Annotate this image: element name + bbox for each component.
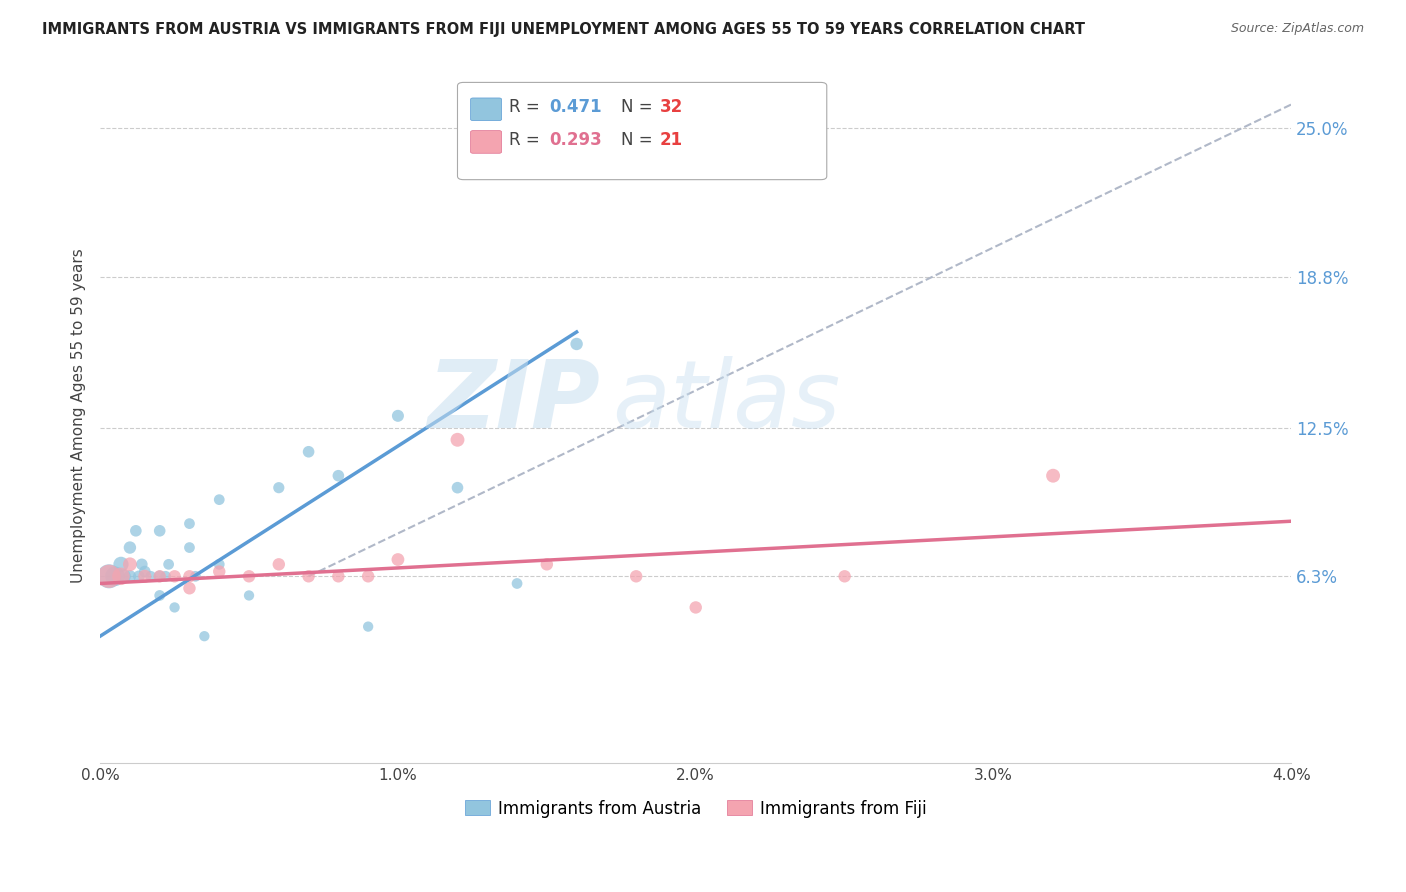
Point <box>536 558 558 572</box>
Point <box>125 524 148 538</box>
Text: Source: ZipAtlas.com: Source: ZipAtlas.com <box>1230 22 1364 36</box>
Text: N =: N = <box>620 98 658 116</box>
Point <box>193 629 215 643</box>
Point <box>238 569 260 583</box>
Point <box>98 569 121 583</box>
Point <box>163 569 186 583</box>
Point <box>149 524 172 538</box>
Point <box>155 569 177 583</box>
Point <box>128 569 150 583</box>
Point <box>110 569 132 583</box>
Point <box>357 619 380 633</box>
Text: ZIP: ZIP <box>427 356 600 448</box>
Point <box>134 569 156 583</box>
Point <box>328 468 350 483</box>
Text: 21: 21 <box>659 131 683 149</box>
Point <box>1042 468 1064 483</box>
Point <box>179 541 201 555</box>
Point <box>565 337 588 351</box>
Y-axis label: Unemployment Among Ages 55 to 59 years: Unemployment Among Ages 55 to 59 years <box>72 249 86 583</box>
Point <box>446 481 468 495</box>
Point <box>506 576 529 591</box>
Point <box>446 433 468 447</box>
Point <box>110 558 132 572</box>
Point <box>387 552 409 566</box>
Point <box>267 558 290 572</box>
Point <box>624 569 647 583</box>
FancyBboxPatch shape <box>471 130 502 153</box>
Point <box>118 541 141 555</box>
Point <box>328 569 350 583</box>
Point <box>134 565 156 579</box>
Legend: Immigrants from Austria, Immigrants from Fiji: Immigrants from Austria, Immigrants from… <box>458 793 934 824</box>
Text: IMMIGRANTS FROM AUSTRIA VS IMMIGRANTS FROM FIJI UNEMPLOYMENT AMONG AGES 55 TO 59: IMMIGRANTS FROM AUSTRIA VS IMMIGRANTS FR… <box>42 22 1085 37</box>
Text: R =: R = <box>509 131 544 149</box>
Point <box>357 569 380 583</box>
Point <box>149 589 172 603</box>
Point <box>267 481 290 495</box>
Text: atlas: atlas <box>613 357 841 448</box>
Point <box>179 569 201 583</box>
Point <box>387 409 409 423</box>
Text: N =: N = <box>620 131 658 149</box>
Point <box>208 558 231 572</box>
Point <box>118 569 141 583</box>
Point <box>208 565 231 579</box>
Text: 32: 32 <box>659 98 683 116</box>
Point <box>157 558 180 572</box>
Point <box>184 569 207 583</box>
Point <box>297 444 319 458</box>
Text: 0.471: 0.471 <box>550 98 602 116</box>
Point <box>208 492 231 507</box>
Point <box>179 582 201 596</box>
Text: R =: R = <box>509 98 544 116</box>
FancyBboxPatch shape <box>457 82 827 179</box>
Point <box>179 516 201 531</box>
Text: 0.293: 0.293 <box>550 131 602 149</box>
Point <box>118 558 141 572</box>
Point <box>131 558 153 572</box>
Point <box>104 569 127 583</box>
Point <box>238 589 260 603</box>
FancyBboxPatch shape <box>471 98 502 120</box>
Point <box>163 600 186 615</box>
Point <box>112 569 135 583</box>
Point <box>149 569 172 583</box>
Point <box>98 569 121 583</box>
Point <box>297 569 319 583</box>
Point <box>139 569 162 583</box>
Point <box>834 569 856 583</box>
Point <box>149 569 172 583</box>
Point <box>685 600 707 615</box>
